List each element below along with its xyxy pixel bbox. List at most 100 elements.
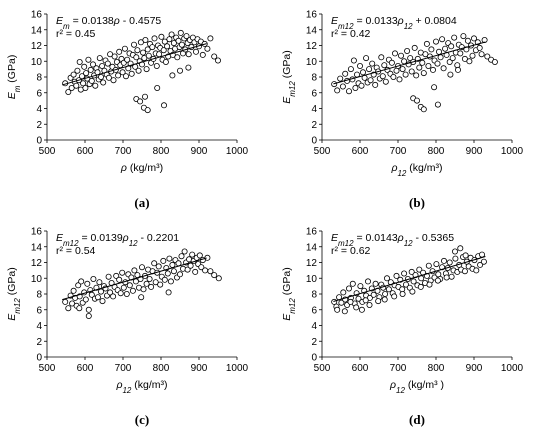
y-tick-label: 4 bbox=[311, 321, 317, 332]
data-point bbox=[337, 75, 344, 82]
data-point bbox=[185, 64, 192, 71]
data-point bbox=[365, 278, 372, 285]
data-point bbox=[338, 299, 345, 306]
y-tick-label: 0 bbox=[311, 136, 317, 147]
data-point bbox=[199, 51, 206, 58]
data-point bbox=[104, 60, 111, 67]
data-point bbox=[68, 85, 75, 92]
data-point bbox=[149, 44, 156, 51]
data-point bbox=[178, 41, 185, 48]
data-point bbox=[466, 58, 473, 65]
data-point bbox=[154, 85, 161, 92]
data-point bbox=[181, 248, 188, 255]
data-point bbox=[204, 254, 211, 261]
data-point bbox=[88, 77, 95, 84]
data-point bbox=[449, 55, 456, 62]
data-point bbox=[339, 83, 346, 90]
data-point bbox=[138, 294, 145, 301]
x-tick-label: 500 bbox=[39, 146, 56, 157]
data-point bbox=[155, 263, 162, 270]
data-point bbox=[477, 261, 484, 268]
regression-equation: Em12 = 0.0143ρ12 - 0.5365 bbox=[331, 232, 454, 248]
data-point bbox=[174, 54, 181, 61]
data-point bbox=[192, 48, 199, 55]
y-tick-label: 2 bbox=[36, 120, 42, 131]
data-point bbox=[347, 298, 354, 305]
y-tick-label: 12 bbox=[31, 41, 43, 52]
x-tick-label: 500 bbox=[314, 363, 331, 374]
x-tick-label: 1000 bbox=[501, 146, 524, 157]
data-point bbox=[113, 272, 120, 279]
data-point bbox=[85, 56, 92, 63]
data-point bbox=[419, 59, 426, 66]
data-point bbox=[431, 84, 438, 91]
x-tick-label: 700 bbox=[390, 363, 407, 374]
data-point bbox=[454, 66, 461, 73]
data-point bbox=[183, 33, 190, 40]
data-point bbox=[119, 269, 126, 276]
data-point bbox=[81, 63, 88, 70]
x-tick-label: 700 bbox=[390, 146, 407, 157]
x-tick-label: 700 bbox=[115, 363, 132, 374]
data-point bbox=[349, 280, 356, 287]
data-point bbox=[83, 70, 90, 77]
data-point bbox=[478, 251, 485, 258]
y-tick-label: 4 bbox=[311, 104, 317, 115]
data-point bbox=[202, 267, 209, 274]
data-point bbox=[404, 48, 411, 55]
y-tick-label: 12 bbox=[306, 258, 318, 269]
data-point bbox=[185, 51, 192, 58]
data-point bbox=[85, 306, 92, 313]
r-squared: r² = 0.54 bbox=[56, 245, 96, 257]
y-tick-label: 16 bbox=[306, 10, 318, 21]
data-point bbox=[473, 267, 480, 274]
x-tick-label: 600 bbox=[77, 146, 94, 157]
data-point bbox=[451, 34, 458, 41]
x-tick-label: 600 bbox=[352, 146, 369, 157]
y-tick-label: 2 bbox=[311, 337, 317, 348]
x-tick-label: 800 bbox=[428, 363, 445, 374]
data-point bbox=[357, 63, 364, 70]
data-point bbox=[363, 55, 370, 62]
data-point bbox=[437, 54, 444, 61]
data-point bbox=[160, 257, 167, 264]
data-point bbox=[370, 291, 377, 298]
x-axis-label: ρ12 (kg/m³) bbox=[390, 162, 442, 178]
data-point bbox=[402, 281, 409, 288]
data-point bbox=[443, 274, 450, 281]
r-squared: r² = 0.42 bbox=[331, 28, 371, 40]
x-tick-label: 800 bbox=[153, 363, 170, 374]
data-point bbox=[90, 61, 97, 68]
data-point bbox=[423, 40, 430, 47]
panel-caption: (b) bbox=[409, 195, 425, 210]
regression-equation: Em12 = 0.0139ρ12 - 0.2201 bbox=[56, 232, 179, 248]
data-point bbox=[352, 85, 359, 92]
data-point bbox=[446, 59, 453, 66]
data-point bbox=[146, 276, 153, 283]
data-point bbox=[381, 296, 388, 303]
data-point bbox=[131, 267, 138, 274]
data-point bbox=[65, 305, 72, 312]
data-point bbox=[378, 54, 385, 61]
x-tick-label: 1000 bbox=[501, 363, 524, 374]
data-point bbox=[434, 101, 441, 108]
data-point bbox=[215, 275, 222, 282]
data-point bbox=[141, 93, 148, 100]
regression-equation: Em12 = 0.0133ρ12 + 0.0804 bbox=[331, 15, 457, 31]
data-point bbox=[425, 63, 432, 70]
data-point bbox=[399, 66, 406, 73]
data-point bbox=[416, 266, 423, 273]
data-point bbox=[94, 294, 101, 301]
trendline bbox=[62, 43, 207, 86]
x-tick-label: 900 bbox=[191, 146, 208, 157]
regression-equation: Em = 0.0138ρ - 0.4575 bbox=[56, 15, 161, 31]
data-point bbox=[62, 298, 69, 305]
data-point bbox=[410, 278, 417, 285]
data-point bbox=[464, 37, 471, 44]
panel-caption: (c) bbox=[135, 412, 149, 427]
y-tick-label: 8 bbox=[311, 73, 317, 84]
data-point bbox=[340, 289, 347, 296]
x-tick-label: 500 bbox=[39, 363, 56, 374]
data-point bbox=[140, 286, 147, 293]
x-tick-label: 900 bbox=[191, 363, 208, 374]
